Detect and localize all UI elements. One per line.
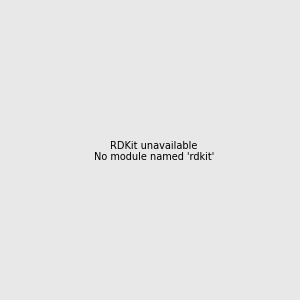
Text: RDKit unavailable
No module named 'rdkit': RDKit unavailable No module named 'rdkit… (94, 141, 214, 162)
